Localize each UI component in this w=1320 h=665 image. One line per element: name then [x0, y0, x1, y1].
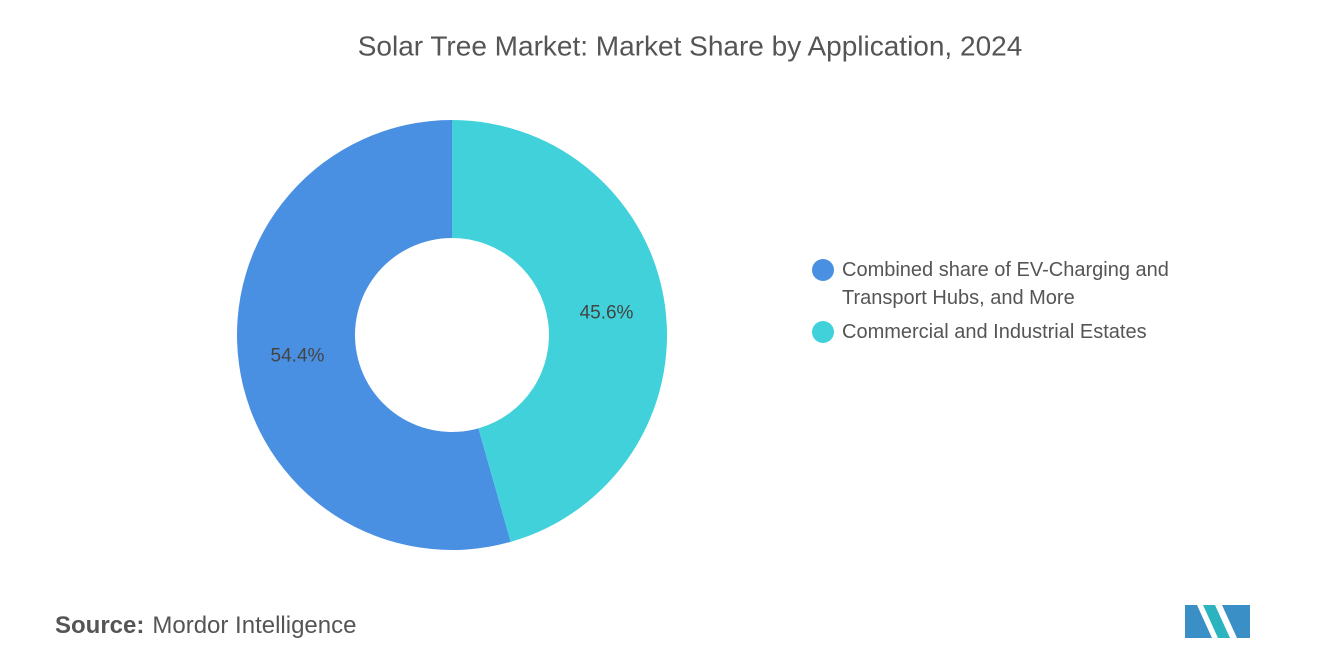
source-text: Mordor Intelligence: [152, 612, 357, 639]
data-label: 45.6%: [580, 303, 634, 324]
slice: [452, 120, 667, 542]
legend-swatch: [812, 259, 834, 281]
legend-item: Commercial and Industrial Estates: [812, 318, 1212, 346]
chart-title: Solar Tree Market: Market Share by Appli…: [358, 30, 1023, 61]
legend: Combined share of EV-Charging and Transp…: [812, 256, 1212, 352]
legend-label: Combined share of EV-Charging and Transp…: [842, 259, 1169, 309]
source-label: Source:: [55, 612, 145, 639]
legend-item: Combined share of EV-Charging and Transp…: [812, 256, 1212, 312]
legend-label: Commercial and Industrial Estates: [842, 321, 1147, 343]
source: Source: Mordor Intelligence: [55, 612, 356, 640]
logo: [1185, 605, 1250, 638]
legend-swatch: [812, 321, 834, 343]
slice: [236, 120, 511, 550]
data-label: 54.4%: [271, 346, 325, 367]
